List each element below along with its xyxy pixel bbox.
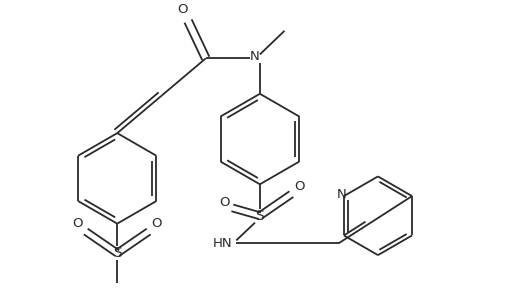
Text: HN: HN: [212, 237, 232, 250]
Text: N: N: [249, 50, 260, 63]
Text: O: O: [293, 180, 304, 193]
Text: O: O: [73, 217, 83, 230]
Text: S: S: [255, 209, 264, 223]
Text: S: S: [113, 246, 121, 260]
Text: O: O: [219, 196, 229, 209]
Text: N: N: [336, 187, 346, 201]
Text: O: O: [177, 3, 187, 16]
Text: O: O: [151, 217, 162, 230]
